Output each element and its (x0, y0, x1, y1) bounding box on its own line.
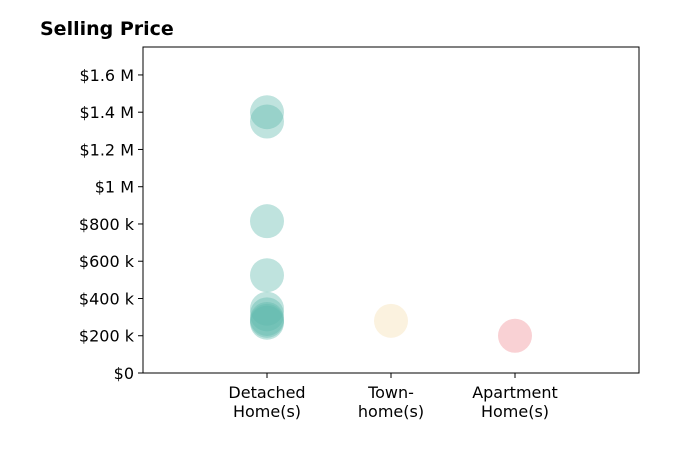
data-point (250, 297, 284, 332)
y-tick-label: $600 k (79, 252, 135, 271)
data-point (250, 104, 284, 139)
y-axis: $0 $200 k $400 k $600 k $800 k $1 M $1.2 M $1.4… (79, 66, 143, 383)
x-tick-label: Town-home(s) (358, 383, 424, 421)
chart-title: Selling Price (40, 18, 174, 40)
x-tick-label-line: Home(s) (481, 402, 549, 421)
y-tick-label: $400 k (79, 289, 135, 308)
data-point (250, 303, 284, 338)
data-point (250, 301, 284, 336)
x-tick-label: Apartment Home(s) (472, 383, 558, 421)
data-point (250, 291, 284, 326)
y-tick-label: $800 k (79, 215, 135, 234)
y-tick-label: $1.4 M (79, 103, 134, 122)
x-tick-label-line: home(s) (358, 402, 424, 421)
x-tick-label-line: Town- (367, 383, 414, 402)
data-point (498, 318, 532, 353)
y-tick-label: $1.2 M (79, 140, 134, 159)
x-tick-label-line: Home(s) (233, 402, 301, 421)
x-tick-label-line: Detached (228, 383, 305, 402)
data-point (250, 204, 284, 239)
y-tick-label: $0 (114, 364, 134, 383)
x-tick-label: Detached Home(s) (228, 383, 305, 421)
y-tick-label: $200 k (79, 327, 135, 346)
data-point (250, 258, 284, 293)
data-point (250, 95, 284, 130)
x-tick-label-line: Apartment (472, 383, 558, 402)
data-point (250, 305, 284, 340)
y-tick-label: $1.6 M (79, 66, 134, 85)
data-point (374, 303, 408, 338)
data-points (250, 95, 532, 353)
y-tick-label: $1 M (95, 178, 134, 197)
x-axis: Detached Home(s)Town-home(s)Apartment Home… (228, 373, 558, 421)
